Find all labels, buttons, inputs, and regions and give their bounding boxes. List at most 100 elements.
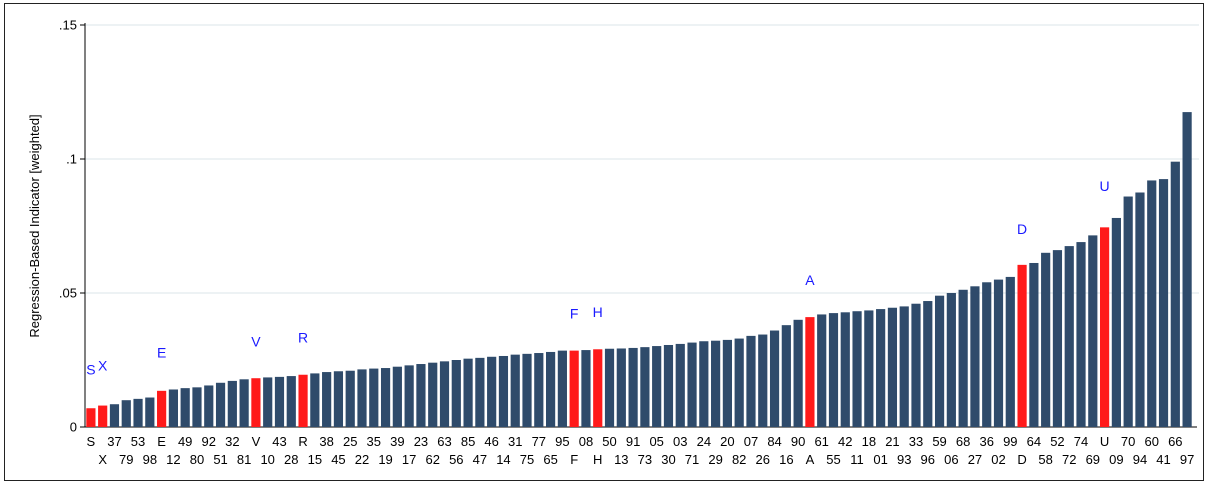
bar [322,372,332,427]
x-tick-label: 91 [626,434,640,449]
bar-highlighted [157,390,167,427]
x-tick-label: 33 [909,434,923,449]
bar [1052,250,1063,427]
x-tick-label: 17 [402,452,416,467]
x-tick-label: A [806,452,815,467]
x-tick-label: 96 [921,452,935,467]
x-tick-label: 01 [873,452,887,467]
bar-chart: 0.05.1.15 SX37795398E12498092513281V1043… [27,18,1199,467]
x-tick-label: S [87,434,96,449]
x-tick-label: 99 [1003,434,1017,449]
bar [345,370,355,427]
x-tick-label: X [98,452,107,467]
bar [970,286,980,427]
bar [663,344,674,427]
x-tick-label: 11 [850,452,864,467]
bar [958,289,968,427]
bar-highlighted [1100,227,1110,427]
x-tick-label: 58 [1038,452,1052,467]
x-tick-label: 16 [779,452,793,467]
x-tick-label: V [252,434,261,449]
bar [392,366,402,427]
bar [581,350,591,427]
x-tick-label: 08 [579,434,593,449]
x-tick-label: 85 [461,434,475,449]
x-tick-label: 50 [602,434,616,449]
x-tick-label: 35 [367,434,381,449]
bar-annotation-label: S [86,362,95,378]
bar [510,354,520,427]
x-tick-label: 81 [237,452,251,467]
x-tick-label: D [1017,452,1026,467]
bar [616,348,626,427]
bar [557,350,567,427]
bar [1088,235,1098,427]
x-tick-label: 56 [449,452,463,467]
x-tick-label: 02 [991,452,1005,467]
x-tick-label: 19 [378,452,392,467]
x-tick-label: 12 [166,452,180,467]
bar [604,348,615,427]
x-tick-label: 63 [437,434,451,449]
bar [498,355,509,427]
x-tick-label: 25 [343,434,357,449]
bar [534,353,544,427]
x-tick-label: 70 [1121,434,1135,449]
x-tick-label: U [1100,434,1109,449]
x-tick-label: 74 [1074,434,1088,449]
x-tick-label: 80 [190,452,204,467]
x-tick-label: 27 [968,452,982,467]
x-tick-label: 60 [1145,434,1159,449]
bar-annotation-label: V [251,334,261,350]
x-tick-label: F [570,452,578,467]
bar [1076,242,1086,427]
bar-highlighted [569,350,579,427]
bar [145,397,155,427]
x-tick-label: H [593,452,602,467]
bar-annotation-label: U [1100,178,1110,194]
x-tick-label: 53 [131,434,145,449]
x-tick-label: 69 [1086,452,1100,467]
x-tick-label: 26 [756,452,770,467]
y-tick-label: .05 [59,286,77,301]
bar [1041,252,1051,427]
x-tick-label: 92 [202,434,216,449]
bar [982,282,992,427]
bar [746,335,756,427]
bar [475,357,485,427]
bar [310,373,320,427]
x-tick-label: 72 [1062,452,1076,467]
bar [369,368,379,427]
bar [333,371,344,427]
bar-highlighted [251,378,261,427]
bar [380,368,391,427]
x-tick-label: 93 [897,452,911,467]
x-tick-label: 45 [331,452,345,467]
gridlines [85,24,1199,294]
x-tick-label: 47 [473,452,487,467]
x-tick-label: 24 [697,434,711,449]
bar [204,385,214,427]
y-tick-label: 0 [70,420,77,435]
bar [640,347,650,427]
bar [286,376,296,427]
x-tick-label: 94 [1133,452,1147,467]
x-tick-label: 75 [520,452,534,467]
x-tick-label: 30 [661,452,675,467]
x-tick-label: 21 [885,434,899,449]
y-tick-label: .1 [66,152,77,167]
x-tick-label: 77 [532,434,546,449]
x-tick-label: 61 [814,434,828,449]
bar [652,346,662,427]
bar [934,295,945,427]
x-tick-label: 22 [355,452,369,467]
bar [428,362,438,427]
bar-annotation-label: X [98,358,108,374]
x-tick-label: 73 [638,452,652,467]
x-tick-label: 64 [1027,434,1041,449]
bar [274,376,285,427]
bar [675,343,685,427]
bar [1123,196,1133,427]
x-tick-label: 68 [956,434,970,449]
